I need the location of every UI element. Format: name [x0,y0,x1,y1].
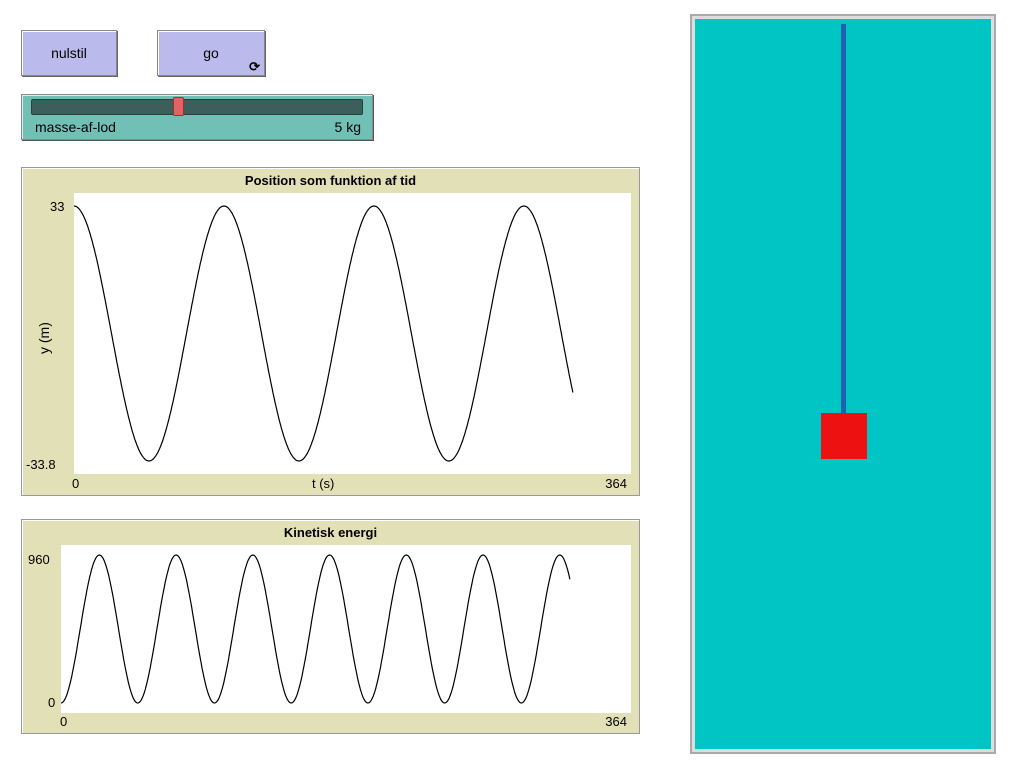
go-button-label: go [203,45,219,61]
slider-label: masse-af-lod [35,119,116,135]
x-min-label: 0 [72,476,80,491]
x-min-label: 0 [60,714,68,729]
x-axis-label: t (s) [312,476,335,491]
y-max-label: 33 [50,199,65,214]
mass-slider[interactable]: masse-af-lod 5 kg [21,94,373,140]
y-min-label: 0 [48,695,56,710]
kinetic-energy-plot: Kinetisk energi 960 0 0 364 [21,519,640,734]
series-line [74,205,574,462]
slider-thumb[interactable] [173,97,184,116]
reset-button-label: nulstil [51,45,87,61]
y-max-label: 960 [28,552,50,567]
go-button[interactable]: go ⟳ [157,30,265,76]
weight-block [821,413,867,459]
kinetic-energy-plot-area [61,545,631,713]
y-axis-label: y (m) [36,322,52,354]
spring-rope [841,24,846,414]
slider-value: 5 kg [334,119,361,135]
forever-repeat-icon: ⟳ [249,59,260,74]
y-min-label: -33.8 [26,457,56,472]
position-plot-area [74,193,631,474]
series-line [61,554,571,704]
x-max-label: 364 [605,476,627,491]
slider-track[interactable] [31,99,363,115]
world-view[interactable] [690,14,996,754]
x-max-label: 364 [605,714,627,729]
plot-title: Position som funktion af tid [244,173,417,188]
reset-button[interactable]: nulstil [21,30,117,76]
position-plot: Position som funktion af tid 33 -33.8 0 … [21,167,640,496]
plot-title: Kinetisk energi [283,525,378,540]
